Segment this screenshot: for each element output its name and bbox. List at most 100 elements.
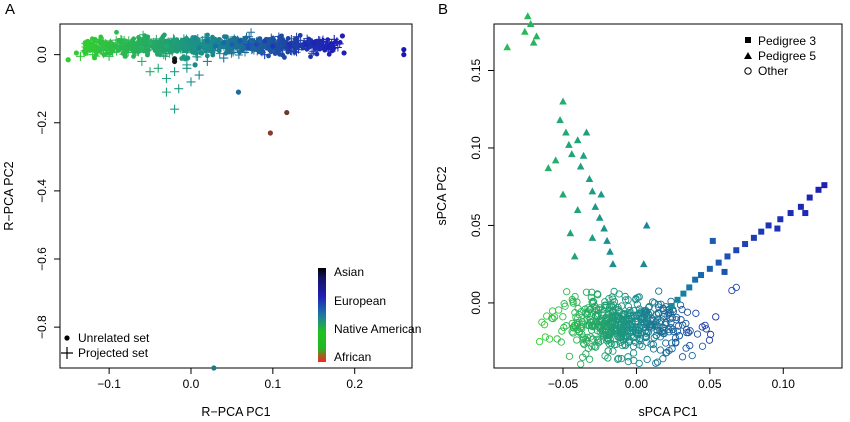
point-pedigree3 (742, 241, 749, 248)
panel-b-legend: Pedigree 3 Pedigree 5 Other (744, 34, 816, 78)
point-unrelated (193, 51, 199, 56)
y-tick-label: 0.00 (469, 291, 483, 315)
point-other (675, 332, 684, 340)
point-other (586, 333, 595, 341)
point-other (593, 335, 602, 343)
point-unrelated (204, 53, 210, 59)
legend-other-marker (744, 67, 752, 75)
legend-pedigree3-marker (745, 37, 751, 43)
point-unrelated (265, 41, 271, 47)
point-pedigree5 (582, 128, 591, 136)
point-pedigree5 (573, 205, 582, 213)
point-other (602, 315, 610, 323)
point-other (584, 344, 592, 353)
point-other (643, 338, 651, 346)
point-unrelated (88, 43, 94, 49)
point-unrelated (282, 54, 287, 60)
point-unrelated (159, 44, 165, 50)
point-unrelated (114, 29, 119, 35)
point-other (636, 341, 644, 349)
point-pedigree5 (568, 150, 576, 158)
panel-a-y-ticks: 0.0 −0.2 −0.4 −0.6 −0.8 (35, 46, 60, 339)
point-projected (284, 43, 294, 53)
point-projected (333, 43, 342, 52)
point-other (683, 308, 692, 316)
point-other (569, 323, 577, 332)
point-other (634, 331, 642, 339)
point-other (677, 316, 685, 324)
point-pedigree5 (503, 43, 512, 51)
x-tick-label: 0.2 (346, 377, 363, 391)
point-pedigree5 (642, 221, 651, 229)
point-unrelated (98, 34, 104, 40)
point-pedigree5 (597, 190, 605, 198)
point-other (569, 299, 577, 307)
point-unrelated (325, 37, 331, 43)
point-pedigree5 (585, 174, 594, 182)
point-other (712, 313, 720, 321)
point-unrelated (257, 36, 263, 42)
point-unrelated (145, 50, 150, 56)
point-pedigree3 (680, 290, 687, 297)
point-unrelated (205, 32, 210, 38)
point-other (650, 299, 659, 307)
point-other (688, 351, 696, 360)
point-pedigree3 (721, 268, 728, 275)
point-other (608, 293, 616, 301)
point-other (543, 312, 551, 320)
panel-a-frame (59, 23, 413, 369)
point-projected (186, 77, 196, 87)
point-other (555, 306, 563, 314)
point-other (682, 344, 690, 352)
point-unrelated (104, 51, 110, 56)
point-unrelated (311, 40, 317, 46)
point-unrelated (174, 43, 180, 49)
legend-other-label: Other (758, 64, 788, 78)
point-other (649, 316, 658, 325)
panel-a-legend: Unrelated set Projected set (61, 331, 150, 360)
point-unrelated (339, 33, 346, 39)
point-projected (202, 56, 212, 66)
colorbar-label: Native American (334, 322, 421, 336)
point-unrelated (65, 57, 71, 63)
point-pedigree3 (715, 259, 722, 266)
point-unrelated (141, 39, 147, 45)
point-other (686, 341, 694, 350)
point-other (618, 325, 626, 333)
point-other (702, 325, 710, 333)
point-other (598, 316, 606, 325)
point-other (585, 355, 594, 363)
point-pedigree5 (588, 233, 597, 241)
point-unrelated (293, 44, 298, 50)
point-unrelated (163, 43, 170, 49)
point-pedigree5 (600, 224, 608, 232)
point-other (605, 332, 614, 340)
point-other (557, 338, 565, 346)
point-other (629, 349, 638, 357)
point-pedigree3 (724, 253, 731, 260)
point-other (609, 301, 618, 309)
point-pedigree5 (595, 213, 604, 221)
point-other (642, 306, 650, 315)
point-other (633, 312, 641, 320)
point-other (579, 335, 587, 343)
colorbar-label: Asian (334, 265, 364, 279)
point-other (565, 352, 574, 361)
point-unrelated (180, 41, 186, 48)
point-other (652, 332, 660, 340)
x-tick-label: −0.05 (548, 377, 579, 391)
point-other (635, 336, 644, 344)
point-other (654, 300, 663, 309)
point-other (622, 296, 630, 304)
point-pedigree3 (815, 186, 822, 193)
point-pedigree5 (551, 156, 560, 164)
panel-a-ylabel: R−PCA PC2 (2, 161, 16, 230)
point-projected (219, 53, 229, 63)
point-other (640, 315, 649, 323)
point-unrelated (253, 41, 260, 48)
point-unrelated (98, 46, 104, 53)
point-unrelated (216, 48, 222, 54)
point-other (659, 355, 667, 363)
panel-b-points (503, 12, 828, 368)
point-other (672, 313, 681, 322)
